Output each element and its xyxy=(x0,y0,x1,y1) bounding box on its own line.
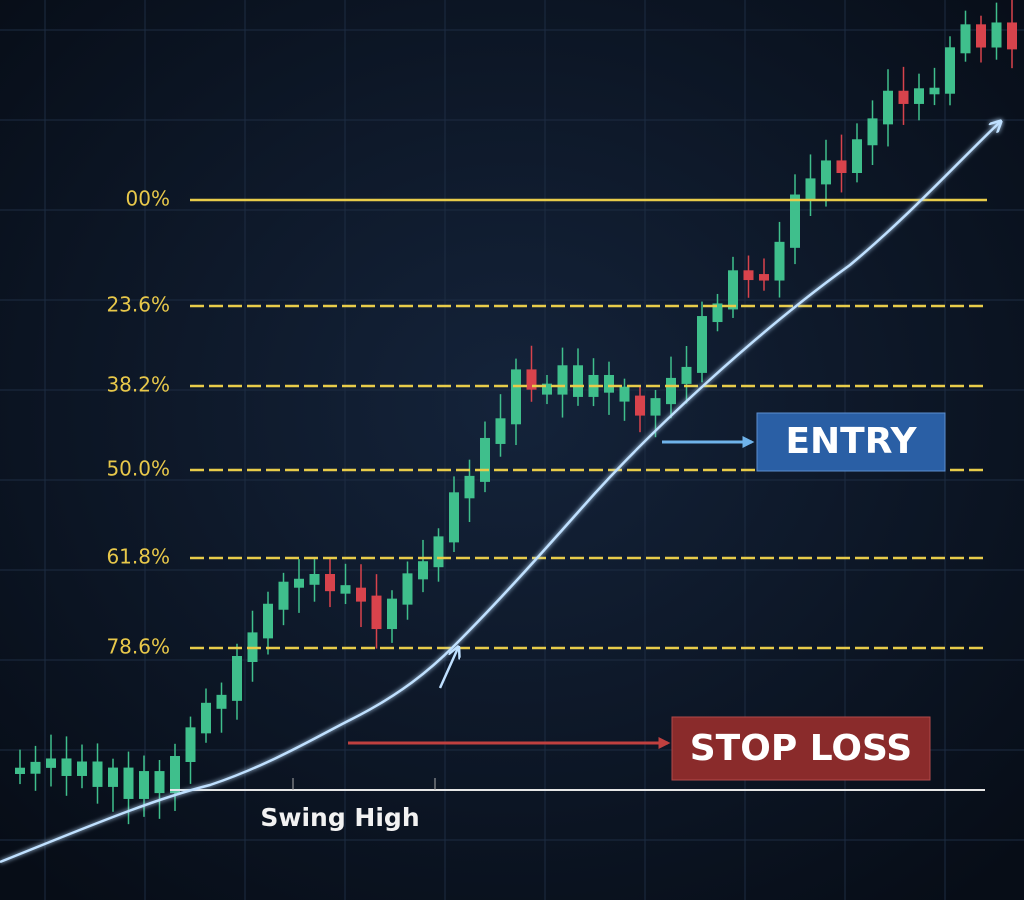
candle-body xyxy=(185,727,196,762)
candle-body xyxy=(728,270,738,310)
candle-body xyxy=(108,767,118,787)
candle-body xyxy=(929,87,940,95)
candle-body xyxy=(387,598,397,630)
candle-body xyxy=(154,771,165,794)
candle-body xyxy=(790,194,800,248)
candle-body xyxy=(294,578,304,588)
candle-body xyxy=(945,47,955,94)
stop-box xyxy=(671,716,931,781)
candle-body xyxy=(464,475,475,499)
trend-arrow-mid xyxy=(438,648,458,689)
candle-body xyxy=(356,587,366,602)
candle-body xyxy=(914,88,924,104)
candle-body xyxy=(340,585,351,594)
candle-body xyxy=(526,369,537,390)
candle-body xyxy=(278,581,289,610)
candle-body xyxy=(15,767,25,774)
candle-body xyxy=(976,24,986,48)
trend-arrow xyxy=(0,122,1000,864)
candle-body xyxy=(759,274,769,281)
entry-label: ENTRY xyxy=(785,421,917,462)
candles xyxy=(15,0,1017,825)
entry-box xyxy=(756,412,946,472)
candle-body xyxy=(402,573,413,605)
candle-body xyxy=(836,160,847,174)
candle-body xyxy=(449,492,459,543)
candle-body xyxy=(201,702,211,734)
candle-body xyxy=(867,118,878,146)
candle-body xyxy=(30,761,41,774)
fib-levels: 00% 23.6% 38.2% 50.0% 61.8% 78.6% xyxy=(106,187,987,659)
fib-label: 23.6% xyxy=(106,293,170,317)
fib-label: 61.8% xyxy=(106,545,170,569)
candle-body xyxy=(46,758,56,768)
candle-body xyxy=(821,160,831,185)
candle-body xyxy=(92,761,103,787)
candle-body xyxy=(604,374,614,393)
candle-body xyxy=(139,771,149,799)
candle-body xyxy=(433,536,444,568)
candle-body xyxy=(697,316,707,373)
candle-body xyxy=(650,398,661,416)
candle-body xyxy=(774,241,785,281)
candle-body xyxy=(511,369,521,425)
candle-body xyxy=(263,603,273,639)
fib-label: 00% xyxy=(126,187,170,211)
fib-label: 38.2% xyxy=(106,373,170,397)
candle-body xyxy=(77,761,87,776)
candle-body xyxy=(170,755,180,794)
candle-body xyxy=(325,573,335,592)
candle-body xyxy=(309,573,320,585)
fib-label: 50.0% xyxy=(106,457,170,481)
candle-body xyxy=(573,365,583,397)
candle-body xyxy=(61,758,72,776)
candle-body xyxy=(712,303,723,323)
candle-body xyxy=(480,437,490,482)
candle-body xyxy=(635,395,645,416)
candle-body xyxy=(216,694,227,709)
candle-body xyxy=(495,418,506,444)
candle-body xyxy=(1007,22,1017,50)
swing-label: Swing High xyxy=(260,803,419,832)
candle-body xyxy=(123,767,134,799)
candle-body xyxy=(542,383,552,395)
candle-body xyxy=(666,377,676,405)
candle-body xyxy=(557,365,568,395)
candle-body xyxy=(991,22,1002,48)
candle-body xyxy=(898,90,909,104)
candle-body xyxy=(852,139,862,174)
candle-body xyxy=(619,386,630,402)
candle-body xyxy=(371,595,382,630)
candle-body xyxy=(743,270,754,281)
candle-body xyxy=(232,655,242,701)
candle-body xyxy=(960,24,971,54)
stop-label: STOP LOSS xyxy=(690,728,913,769)
candle-body xyxy=(883,90,893,125)
candle-body xyxy=(681,366,692,384)
candle-body xyxy=(418,561,428,580)
fib-label: 78.6% xyxy=(106,635,170,659)
candle-body xyxy=(805,178,816,201)
